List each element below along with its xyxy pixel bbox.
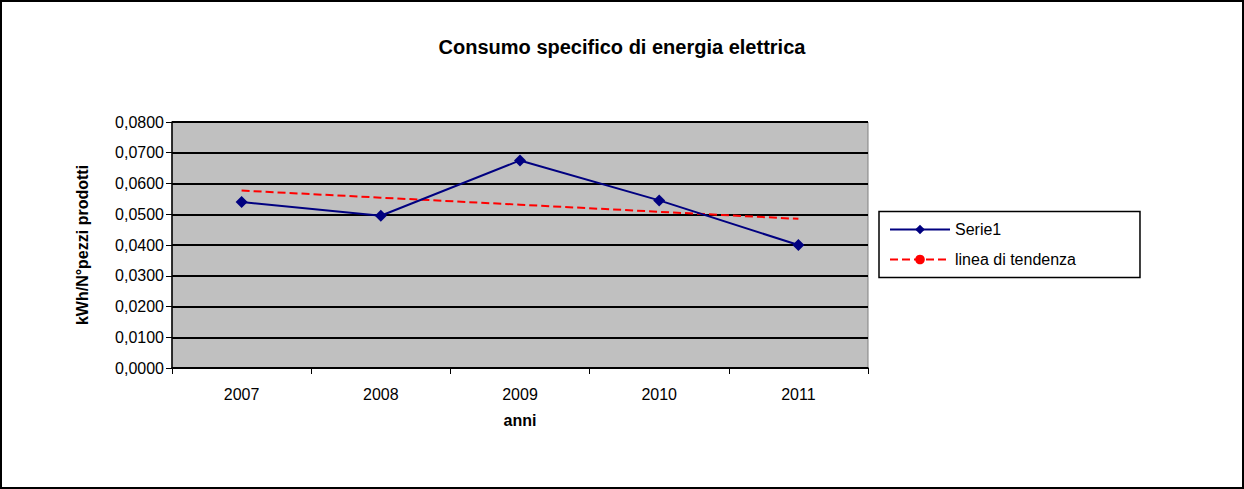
svg-text:0,0500: 0,0500 [115, 206, 164, 223]
svg-text:0,0100: 0,0100 [115, 329, 164, 346]
svg-text:kWh/N°pezzi prodotti: kWh/N°pezzi prodotti [74, 165, 91, 325]
svg-text:0,0600: 0,0600 [115, 175, 164, 192]
svg-text:0,0700: 0,0700 [115, 144, 164, 161]
svg-text:2011: 2011 [781, 386, 816, 403]
svg-text:Serie1: Serie1 [955, 221, 1001, 238]
svg-text:0,0200: 0,0200 [115, 298, 164, 315]
svg-text:2007: 2007 [224, 386, 260, 403]
svg-text:0,0000: 0,0000 [115, 360, 164, 377]
svg-text:0,0300: 0,0300 [115, 267, 164, 284]
svg-text:0,0400: 0,0400 [115, 237, 164, 254]
svg-text:anni: anni [504, 412, 537, 429]
svg-text:2009: 2009 [502, 386, 538, 403]
svg-text:2010: 2010 [641, 386, 677, 403]
svg-text:Consumo specifico di energia e: Consumo specifico di energia elettrica [439, 36, 807, 58]
svg-text:2008: 2008 [363, 386, 399, 403]
svg-text:linea di tendenza: linea di tendenza [955, 251, 1076, 268]
svg-text:0,0800: 0,0800 [115, 114, 164, 131]
